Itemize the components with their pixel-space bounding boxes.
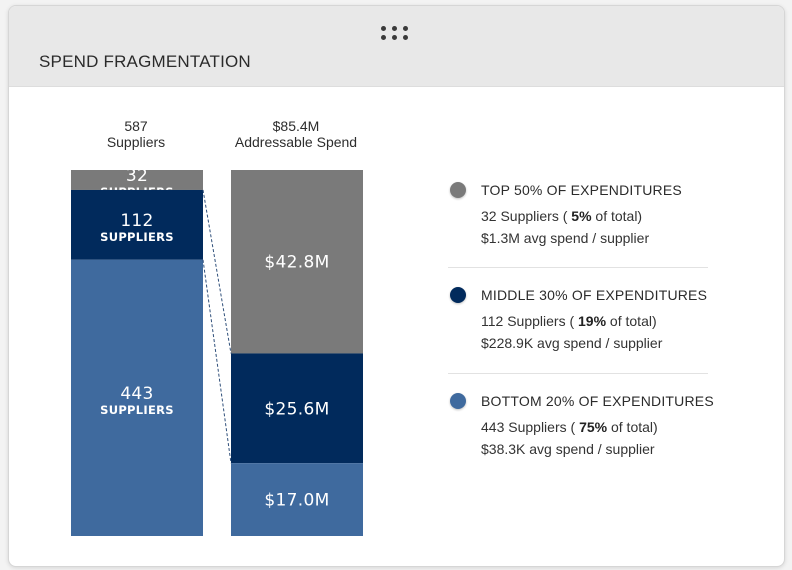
suppliers-column-heading: 587 Suppliers [61, 118, 211, 150]
spend-segment-top-value: $42.8M [264, 253, 329, 273]
suppliers-segment-bottom [71, 259, 203, 536]
suppliers-segment-middle-value: 112 [120, 211, 153, 231]
drag-handle-dots-icon[interactable] [379, 24, 411, 40]
spend-total: $85.4M [272, 118, 320, 134]
spend-label: Addressable Spend [234, 134, 358, 150]
spend-segment-middle [231, 353, 363, 464]
segment-connector-line [202, 189, 232, 354]
card-title: SPEND FRAGMENTATION [39, 52, 251, 71]
legend-dot-bottom-icon [450, 393, 466, 409]
segment-connector-line [202, 259, 232, 464]
suppliers-label: Suppliers [106, 134, 166, 150]
suppliers-segment-top [71, 170, 203, 190]
legend-title-bottom: BOTTOM 20% OF EXPENDITURES [481, 393, 714, 409]
suppliers-segment-middle-sublabel: SUPPLIERS [100, 230, 174, 244]
legend-count-top: 32 Suppliers ( 5% of total) [481, 208, 643, 224]
suppliers-segment-middle [71, 189, 203, 260]
spend-segment-bottom-value: $17.0M [264, 491, 329, 511]
suppliers-segment-bottom-sublabel: SUPPLIERS [100, 403, 174, 417]
legend-avg-bottom: $38.3K avg spend / supplier [481, 441, 655, 457]
legend-avg-middle: $228.9K avg spend / supplier [481, 335, 663, 351]
suppliers-segment-top-value: 32 [126, 166, 148, 186]
legend-title-top: TOP 50% OF EXPENDITURES [481, 182, 682, 198]
legend-dot-middle-icon [450, 287, 466, 303]
card-header: SPEND FRAGMENTATION [9, 6, 784, 87]
legend-count-middle: 112 Suppliers ( 19% of total) [481, 313, 657, 329]
spend-segment-top [231, 170, 363, 354]
legend-title-middle: MIDDLE 30% OF EXPENDITURES [481, 287, 708, 303]
spend-segment-bottom [231, 463, 363, 536]
legend-dot-top-icon [450, 182, 466, 198]
legend-count-bottom: 443 Suppliers ( 75% of total) [481, 419, 658, 435]
legend-avg-top: $1.3M avg spend / supplier [481, 230, 650, 246]
spend-segment-middle-value: $25.6M [264, 399, 329, 419]
suppliers-total: 587 [124, 118, 148, 134]
legend-divider [448, 267, 708, 268]
legend-divider [448, 373, 708, 374]
spend-column-heading: $85.4M Addressable Spend [221, 118, 371, 150]
suppliers-segment-bottom-value: 443 [120, 384, 153, 404]
